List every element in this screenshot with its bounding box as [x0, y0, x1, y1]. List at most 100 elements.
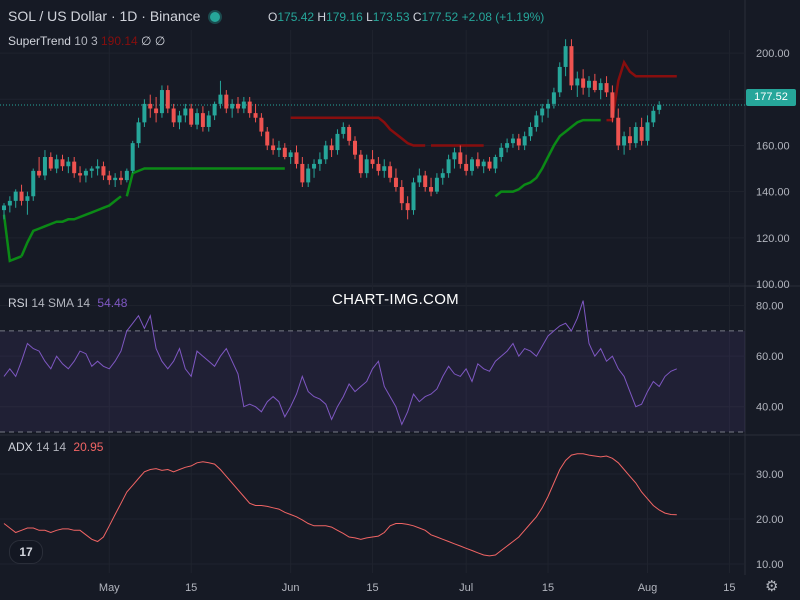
- adx-params: 14 14: [36, 440, 67, 454]
- open-value: 175.42: [277, 10, 315, 24]
- candle-body: [452, 152, 457, 160]
- candle-body: [353, 140, 357, 155]
- settings-gear-icon[interactable]: ⚙: [765, 578, 779, 595]
- candle-body: [493, 157, 498, 169]
- adx-legend[interactable]: ADX 14 14 20.95: [8, 440, 103, 454]
- candle-body: [189, 108, 194, 125]
- x-tick-label: May: [99, 582, 120, 594]
- candle-body: [42, 157, 47, 176]
- candle-body: [598, 83, 603, 91]
- close-key: C: [412, 10, 422, 24]
- candle-body: [72, 161, 77, 174]
- candle-body: [569, 46, 574, 86]
- candle-body: [148, 103, 153, 109]
- x-tick-label: 15: [185, 582, 197, 594]
- candle-body: [60, 159, 65, 167]
- candle-body: [575, 78, 580, 86]
- candle-body: [487, 161, 492, 169]
- candle-body: [592, 80, 597, 91]
- candle-body: [540, 108, 545, 116]
- candle-body: [639, 126, 644, 141]
- candle-body: [294, 152, 299, 164]
- low-key: L: [366, 10, 373, 24]
- supertrend-hidden-icons[interactable]: ∅ ∅: [141, 34, 166, 48]
- supertrend-legend[interactable]: SuperTrend 10 3 190.14 ∅ ∅: [8, 34, 165, 48]
- candle-body: [358, 154, 363, 174]
- candle-body: [154, 108, 159, 114]
- candle-body: [440, 173, 445, 178]
- candle-body: [464, 163, 469, 171]
- candle-body: [516, 138, 521, 146]
- y-tick-label: 120.00: [756, 233, 790, 245]
- y-tick-label: 60.00: [756, 351, 784, 363]
- adx-name: ADX: [8, 440, 33, 454]
- last-price-badge: 177.52: [746, 89, 796, 106]
- symbol-name: SOL / US Dollar · 1D · Binance: [8, 8, 201, 24]
- x-tick-label: 15: [542, 582, 554, 594]
- candle-body: [13, 191, 18, 201]
- candle-body: [411, 182, 416, 211]
- candle-body: [417, 175, 422, 183]
- candle-body: [481, 161, 486, 167]
- candle-body: [405, 203, 410, 211]
- candle-body: [206, 115, 211, 127]
- candle-body: [347, 126, 352, 141]
- candle-body: [282, 147, 287, 157]
- candle-body: [376, 163, 381, 171]
- candle-body: [458, 152, 463, 164]
- supertrend-down-line: [290, 116, 426, 147]
- candle-body: [616, 117, 621, 146]
- candle-body: [317, 159, 322, 164]
- candle-body: [19, 191, 24, 201]
- candle-body: [259, 117, 264, 132]
- candle-body: [253, 113, 258, 118]
- candle-body: [83, 170, 88, 176]
- candle-body: [130, 143, 135, 171]
- y-tick-label: 160.00: [756, 140, 790, 152]
- tradingview-logo[interactable]: 17: [9, 540, 43, 564]
- candle-body: [78, 173, 83, 176]
- candle-body: [622, 136, 627, 146]
- candle-body: [183, 108, 188, 116]
- rsi-line: [3, 300, 677, 426]
- candle-body: [37, 170, 42, 176]
- candle-body: [165, 90, 170, 109]
- candle-body: [446, 159, 451, 174]
- candle-body: [142, 103, 147, 123]
- candle-body: [48, 157, 53, 169]
- candle-body: [470, 159, 474, 171]
- candle-body: [300, 163, 305, 183]
- candle-body: [2, 205, 6, 211]
- candle-body: [265, 131, 270, 146]
- candle-body: [306, 168, 311, 183]
- candle-body: [159, 90, 164, 114]
- candle-body: [136, 122, 141, 144]
- candle-body: [551, 92, 556, 104]
- candle-body: [341, 126, 346, 134]
- candle-body: [587, 80, 591, 88]
- y-tick-label: 10.00: [756, 559, 784, 571]
- y-tick-label: 200.00: [756, 48, 790, 60]
- candle-body: [645, 122, 650, 141]
- candle-body: [423, 175, 428, 188]
- candle-body: [119, 177, 123, 181]
- candle-body: [627, 136, 632, 144]
- candle-body: [66, 161, 71, 167]
- candle-body: [31, 170, 36, 197]
- candle-body: [610, 92, 615, 118]
- candle-body: [657, 104, 662, 110]
- rsi-band-fill: [0, 330, 745, 432]
- high-key: H: [317, 10, 327, 24]
- candle-body: [54, 159, 59, 169]
- x-tick-label: Jul: [459, 582, 473, 594]
- supertrend-value: 190.14: [100, 34, 138, 48]
- supertrend-down-line: [606, 59, 677, 122]
- adx-line: [3, 453, 677, 557]
- rsi-legend[interactable]: RSI 14 SMA 14 54.48: [8, 296, 127, 310]
- candle-body: [101, 166, 106, 176]
- rsi-params: 14 SMA 14: [31, 296, 91, 310]
- candle-body: [95, 166, 100, 169]
- candle-body: [241, 101, 246, 109]
- candle-body: [7, 200, 12, 206]
